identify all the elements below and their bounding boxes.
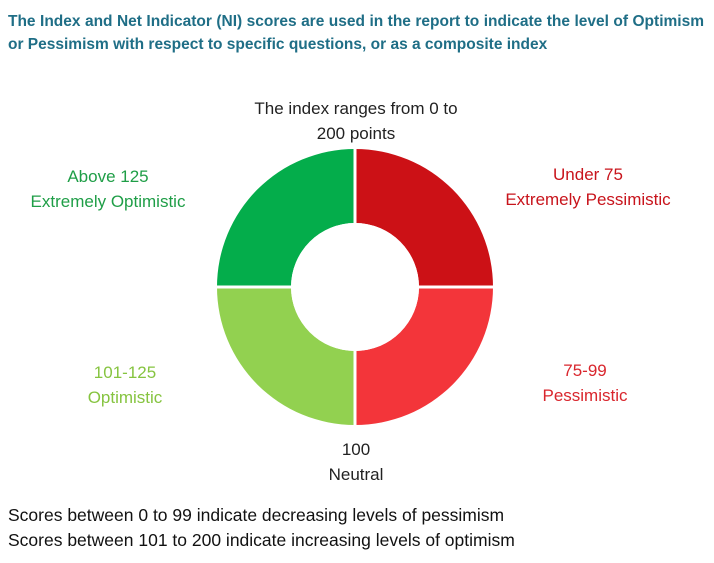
footer-line-pessimism: Scores between 0 to 99 indicate decreasi…: [8, 505, 505, 525]
index-donut: [216, 148, 494, 426]
extremely-pessimistic-label: Under 75 Extremely Pessimistic: [488, 162, 688, 212]
neutral-text: Neutral: [328, 465, 384, 484]
index-range-line2: 200 points: [316, 124, 396, 143]
pessimistic-text: Pessimistic: [542, 386, 628, 405]
pessimistic-range: 75-99: [563, 361, 607, 380]
segment-75-99: [355, 287, 493, 425]
index-range-line1: The index ranges from 0 to: [254, 99, 458, 118]
donut-hole: [291, 223, 419, 351]
optimistic-range: 101-125: [93, 363, 157, 382]
extremely-optimistic-label: Above 125 Extremely Optimistic: [8, 164, 208, 214]
pessimistic-label: 75-99 Pessimistic: [500, 358, 670, 408]
extremely-pessimistic-text: Extremely Pessimistic: [505, 190, 671, 209]
segment-under-75: [355, 149, 493, 287]
footer-line-optimism: Scores between 101 to 200 indicate incre…: [8, 530, 515, 550]
extremely-optimistic-range: Above 125: [67, 167, 149, 186]
index-range-label: The index ranges from 0 to 200 points: [230, 96, 482, 146]
segment-above-125: [217, 149, 355, 287]
neutral-label: 100 Neutral: [296, 437, 416, 487]
optimistic-label: 101-125 Optimistic: [40, 360, 210, 410]
header-text: The Index and Net Indicator (NI) scores …: [8, 13, 704, 53]
extremely-pessimistic-range: Under 75: [553, 165, 623, 184]
footer: Scores between 0 to 99 indicate decreasi…: [8, 503, 515, 553]
segment-101-125: [217, 287, 355, 425]
neutral-value: 100: [341, 440, 371, 459]
extremely-optimistic-text: Extremely Optimistic: [30, 192, 186, 211]
optimistic-text: Optimistic: [87, 388, 163, 407]
